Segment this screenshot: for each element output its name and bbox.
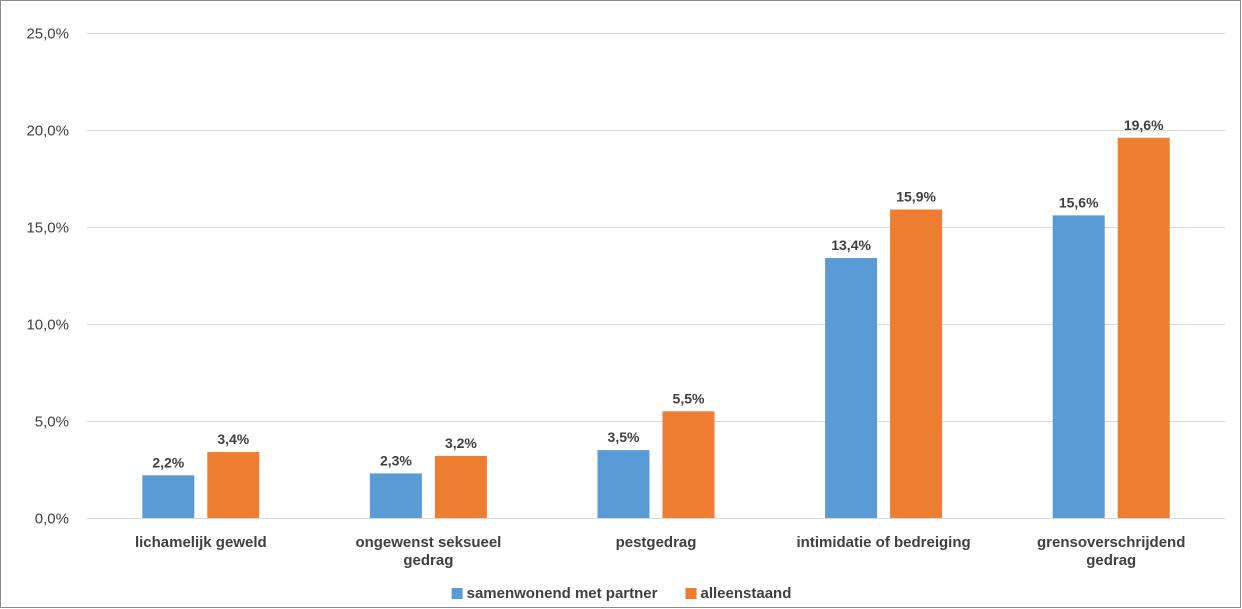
bar-samenwonend-met-partner-1	[369, 473, 422, 518]
data-label: 5,5%	[673, 390, 705, 406]
bars	[142, 137, 1170, 519]
y-tick-label: 15,0%	[26, 220, 69, 237]
bar-alleenstaand-0	[207, 452, 260, 518]
bar-alleenstaand-2	[662, 411, 715, 518]
gridlines	[87, 33, 1225, 422]
bar-alleenstaand-4	[1117, 137, 1170, 518]
data-label: 19,6%	[1124, 117, 1164, 133]
category-label: ongewenst seksueel	[355, 534, 501, 551]
category-label: pestgedrag	[616, 534, 697, 551]
bar-samenwonend-met-partner-2	[597, 450, 650, 518]
data-label: 2,3%	[380, 452, 412, 468]
data-label: 3,4%	[217, 431, 249, 447]
category-label: intimidatie of bedreiging	[797, 534, 971, 551]
x-axis-category-labels: lichamelijk geweld ongewenst seksueelgedr…	[135, 534, 1185, 569]
data-label: 15,9%	[896, 189, 936, 205]
bar-samenwonend-met-partner-3	[825, 258, 878, 518]
data-label: 3,2%	[445, 435, 477, 451]
legend: samenwonend met partner alleenstaand	[451, 585, 792, 602]
category-label: gedrag	[403, 552, 453, 569]
data-label: 15,6%	[1059, 194, 1099, 210]
data-labels: 2,2% 3,4% 2,3% 3,2% 3,5% 5,5% 13,4% 15,9% 15,6% 1…	[152, 117, 1164, 471]
data-label: 3,5%	[608, 429, 640, 445]
legend-label: alleenstaand	[701, 585, 792, 602]
y-tick-label: 0,0%	[35, 511, 69, 528]
bar-alleenstaand-3	[890, 209, 943, 519]
legend-swatch	[451, 588, 463, 599]
category-label: lichamelijk geweld	[135, 534, 267, 551]
y-tick-label: 10,0%	[26, 317, 69, 334]
y-tick-label: 25,0%	[26, 26, 69, 43]
legend-swatch	[685, 588, 697, 599]
category-label: gedrag	[1086, 552, 1136, 569]
bar-samenwonend-met-partner-4	[1052, 215, 1105, 519]
y-tick-label: 5,0%	[35, 414, 69, 431]
y-tick-label: 20,0%	[26, 123, 69, 140]
legend-label: samenwonend met partner	[467, 585, 658, 602]
category-label: grensoverschrijdend	[1037, 534, 1185, 551]
data-label: 13,4%	[831, 237, 871, 253]
data-label: 2,2%	[152, 454, 184, 470]
bar-samenwonend-met-partner-0	[142, 475, 195, 518]
bar-alleenstaand-1	[434, 455, 487, 518]
y-axis-tick-labels: 0,0% 5,0% 10,0% 15,0% 20,0% 25,0%	[26, 26, 69, 528]
